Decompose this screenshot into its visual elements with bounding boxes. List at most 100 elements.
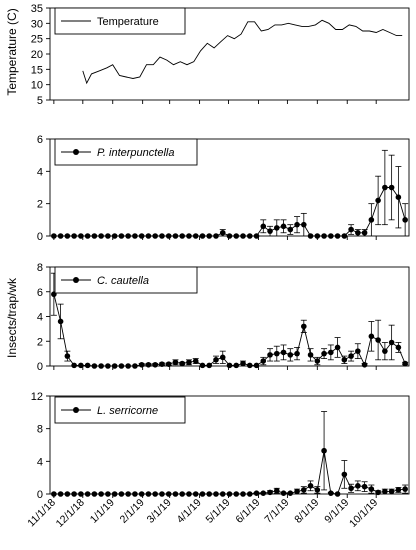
- data-point: [98, 491, 104, 497]
- data-point: [213, 357, 219, 363]
- data-point: [301, 487, 307, 493]
- data-point: [159, 361, 165, 367]
- data-point: [246, 362, 253, 369]
- data-point: [280, 223, 287, 230]
- data-point: [213, 491, 219, 497]
- data-point: [219, 491, 226, 497]
- data-point: [125, 363, 131, 369]
- data-point: [273, 487, 280, 494]
- data-point: [294, 221, 300, 228]
- data-point: [78, 233, 84, 239]
- data-point: [328, 490, 334, 496]
- temperature-panel: 5 10 15 20 25 30 35 Temperature: [31, 3, 410, 107]
- data-point: [307, 483, 314, 489]
- y-tick-label: 35: [31, 3, 43, 15]
- legend: P. interpunctella: [54, 138, 198, 166]
- data-point: [111, 491, 118, 497]
- data-point: [287, 490, 294, 496]
- data-point: [98, 233, 104, 239]
- data-point: [307, 352, 314, 358]
- data-point: [226, 233, 233, 239]
- legend-marker-swatch: [73, 149, 79, 155]
- data-point: [199, 362, 206, 369]
- data-point: [321, 233, 327, 239]
- data-point: [334, 344, 341, 351]
- data-point: [206, 362, 213, 369]
- data-point: [368, 217, 375, 223]
- x-tick-label: 2/1/19: [118, 497, 147, 526]
- data-point: [132, 363, 138, 369]
- data-point: [125, 233, 131, 239]
- data-point: [219, 229, 226, 236]
- y-tick-label: 6: [37, 134, 43, 146]
- data-point: [138, 233, 145, 239]
- y-tick-label: 15: [31, 64, 43, 76]
- x-tick-label: 12/1/18: [54, 497, 87, 530]
- data-point: [138, 361, 145, 368]
- y-tick-label: 0: [37, 489, 43, 501]
- data-point: [186, 359, 192, 366]
- l-serricorne-panel: 0 4 8 12 L. serricorne: [31, 391, 410, 501]
- data-point: [280, 349, 287, 356]
- data-point: [341, 471, 348, 478]
- data-point: [118, 233, 125, 239]
- data-point: [246, 491, 253, 497]
- data-point: [240, 360, 246, 367]
- data-point: [132, 233, 138, 239]
- data-point: [348, 353, 354, 359]
- data-point: [260, 490, 267, 496]
- data-point: [361, 483, 368, 490]
- data-point: [341, 357, 348, 363]
- data-point: [246, 233, 253, 239]
- data-point: [334, 491, 341, 497]
- x-tick-label: 8/1/19: [292, 497, 321, 526]
- data-point: [260, 358, 267, 364]
- x-tick-label: 7/1/19: [262, 497, 291, 526]
- temperature-axis-title: Temperature (C): [5, 8, 19, 95]
- data-point: [213, 233, 219, 239]
- y-tick-label: 20: [31, 49, 43, 61]
- data-point: [267, 228, 273, 234]
- data-point: [111, 363, 118, 369]
- data-point: [118, 491, 125, 497]
- y-tick-label: 12: [31, 391, 43, 403]
- data-point: [145, 361, 152, 368]
- data-point: [192, 358, 199, 364]
- data-point: [159, 233, 165, 239]
- data-point: [138, 491, 145, 497]
- data-point: [253, 490, 260, 496]
- x-tick-label: 11/1/18: [25, 497, 58, 530]
- data-point: [267, 352, 273, 358]
- y-tick-label: 2: [37, 199, 43, 211]
- data-point: [388, 488, 395, 495]
- data-point: [375, 197, 381, 204]
- y-tick-label: 6: [37, 287, 43, 299]
- y-tick-label: 5: [37, 95, 43, 107]
- y-tick-label: 0: [37, 361, 43, 373]
- data-point: [57, 491, 64, 497]
- data-point: [145, 491, 152, 497]
- data-point: [321, 447, 327, 454]
- data-point: [294, 488, 300, 495]
- data-point: [328, 349, 334, 356]
- data-point: [64, 491, 71, 497]
- data-point: [355, 483, 361, 489]
- data-point: [84, 491, 91, 497]
- data-point: [172, 491, 179, 497]
- data-point: [206, 491, 213, 497]
- data-point: [71, 233, 77, 239]
- data-point: [159, 491, 165, 497]
- data-point: [199, 233, 206, 239]
- data-point: [395, 344, 402, 351]
- data-point: [179, 360, 186, 367]
- data-point: [226, 491, 233, 497]
- data-point: [287, 352, 294, 358]
- data-point: [91, 363, 98, 369]
- data-point: [375, 337, 381, 343]
- data-point: [375, 489, 381, 496]
- data-point: [260, 223, 267, 230]
- data-point: [301, 221, 307, 228]
- y-tick-label: 0: [37, 231, 43, 243]
- data-point: [91, 233, 98, 239]
